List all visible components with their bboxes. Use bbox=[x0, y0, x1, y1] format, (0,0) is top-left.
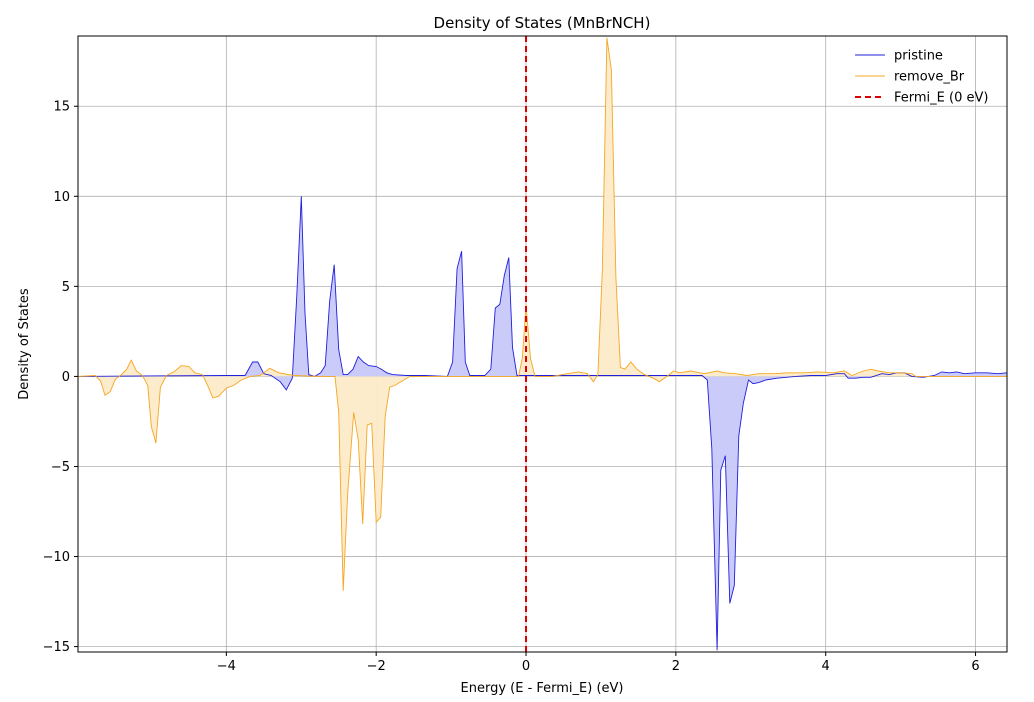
x-tick-label: 4 bbox=[822, 659, 830, 674]
x-tick-label: −4 bbox=[217, 659, 236, 674]
series-fills bbox=[78, 37, 1007, 651]
legend-label: pristine bbox=[894, 49, 943, 64]
plot-frame bbox=[77, 35, 1008, 653]
y-tick-label: −5 bbox=[51, 460, 70, 475]
x-tick-label: 2 bbox=[672, 659, 680, 674]
y-tick-label: 10 bbox=[53, 190, 70, 205]
y-tick-label: 0 bbox=[62, 370, 70, 385]
series-line-pristine bbox=[77, 196, 1008, 651]
x-tick-label: −2 bbox=[367, 659, 386, 674]
series-line-remove_Br bbox=[77, 37, 1007, 591]
x-tick-label: 6 bbox=[971, 659, 979, 674]
chart-title: Density of States (MnBrNCH) bbox=[434, 14, 651, 32]
x-tick-label: 0 bbox=[522, 659, 530, 674]
y-tick-label: −15 bbox=[43, 640, 70, 655]
x-axis-label: Energy (E - Fermi_E) (eV) bbox=[461, 681, 624, 696]
y-tick-label: 5 bbox=[62, 280, 70, 295]
series-fill-remove_Br bbox=[78, 37, 1007, 591]
y-tick-label: 15 bbox=[53, 100, 70, 115]
legend-label: remove_Br bbox=[894, 70, 965, 85]
legend-label: Fermi_E (0 eV) bbox=[894, 91, 988, 106]
y-tick-label: −10 bbox=[43, 550, 70, 565]
x-axis-ticks: −4 −2 0 2 4 6 bbox=[217, 652, 980, 674]
y-axis-ticks: −15 −10 −5 0 5 10 15 bbox=[43, 100, 78, 655]
series-lines bbox=[77, 37, 1008, 651]
legend: pristine remove_Br Fermi_E (0 eV) bbox=[855, 49, 988, 106]
series-fill-pristine bbox=[78, 196, 1007, 651]
grid-lines bbox=[78, 36, 1007, 652]
y-axis-label: Density of States bbox=[17, 288, 32, 400]
